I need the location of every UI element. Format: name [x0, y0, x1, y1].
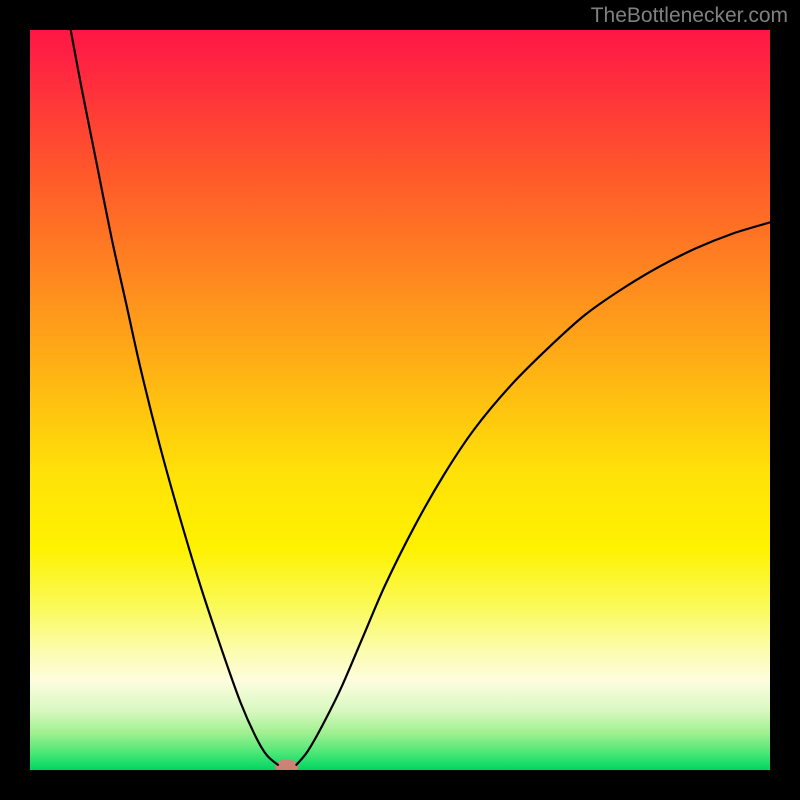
plot-background: [30, 30, 770, 770]
watermark-text: TheBottlenecker.com: [591, 4, 788, 28]
plot-svg: [30, 30, 770, 770]
chart-container: TheBottlenecker.com: [0, 0, 800, 800]
